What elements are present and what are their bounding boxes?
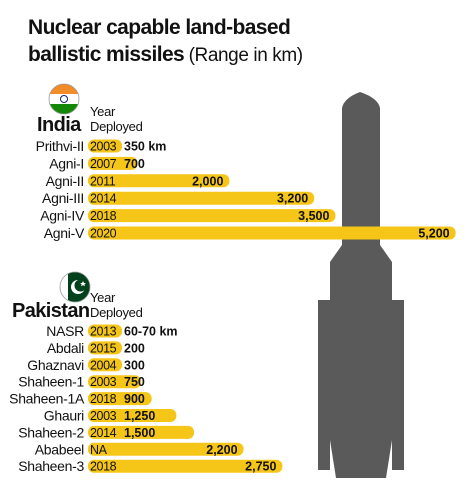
pakistan-value-label-5: 1,250 bbox=[124, 409, 155, 423]
india-missile-label-5: Agni-V bbox=[44, 225, 85, 241]
pakistan-value-label-1: 200 bbox=[124, 341, 145, 355]
india-missile-label-1: Agni-I bbox=[49, 155, 84, 171]
title-units: (Range in km) bbox=[188, 45, 304, 66]
india-year-header-1: Year bbox=[90, 104, 116, 119]
india-year-label-2: 2011 bbox=[90, 174, 116, 188]
pakistan-year-label-6: 2014 bbox=[90, 426, 117, 440]
india-value-label-4: 3,500 bbox=[298, 209, 329, 223]
pakistan-missile-label-1: Abdali bbox=[47, 340, 84, 356]
missile-silhouette-icon bbox=[318, 92, 404, 478]
india-missile-label-4: Agni-IV bbox=[40, 208, 85, 224]
india-missile-label-0: Prithvi-II bbox=[36, 138, 84, 154]
pakistan-bar-5 bbox=[88, 409, 177, 422]
pakistan-year-label-2: 2004 bbox=[90, 358, 117, 372]
pakistan-value-label-4: 900 bbox=[124, 392, 145, 406]
pakistan-year-label-7: NA bbox=[90, 443, 108, 457]
chart-title: Nuclear capable land-based ballistic mis… bbox=[28, 14, 303, 68]
india-bar-1 bbox=[88, 156, 138, 170]
india-flag-icon bbox=[48, 83, 80, 115]
india-year-label-3: 2014 bbox=[90, 192, 117, 206]
india-missile-label-3: Agni-III bbox=[42, 190, 84, 206]
pakistan-value-label-8: 2,750 bbox=[245, 460, 276, 474]
india-bar-0 bbox=[88, 139, 122, 153]
pakistan-year-header-2: Deployed bbox=[90, 305, 143, 320]
india-bar-5 bbox=[88, 226, 456, 240]
pakistan-value-label-6: 1,500 bbox=[124, 426, 155, 440]
india-value-label-3: 3,200 bbox=[277, 192, 308, 206]
india-year-label-4: 2018 bbox=[90, 209, 117, 223]
pakistan-bar-6 bbox=[88, 425, 195, 439]
india-value-label-5: 5,200 bbox=[418, 227, 449, 241]
pakistan-missile-label-3: Shaheen-1 bbox=[18, 374, 84, 390]
india-year-label-0: 2003 bbox=[90, 140, 117, 154]
pakistan-missile-label-5: Ghauri bbox=[44, 408, 84, 424]
title-line-2: ballistic missiles bbox=[28, 43, 185, 66]
pakistan-year-label-5: 2003 bbox=[90, 409, 117, 423]
pakistan-value-label-2: 300 bbox=[124, 358, 145, 372]
india-value-label-1: 700 bbox=[124, 157, 145, 171]
pakistan-bar-1 bbox=[88, 341, 122, 355]
india-value-label-0: 350 km bbox=[124, 140, 166, 154]
india-missile-label-2: Agni-II bbox=[46, 173, 84, 189]
country-label-pakistan: Pakistan bbox=[12, 300, 89, 322]
pakistan-flag-icon bbox=[59, 271, 91, 303]
india-bar-4 bbox=[88, 209, 336, 223]
pakistan-bar-0 bbox=[88, 324, 122, 338]
india-bar-group: Prithvi-II 2003 350 km Agni-I 2007 700 Agni-II… bbox=[36, 138, 456, 241]
india-year-label-1: 2007 bbox=[90, 157, 117, 171]
pakistan-value-label-7: 2,200 bbox=[206, 443, 237, 457]
pakistan-year-header-1: Year bbox=[90, 290, 116, 305]
india-value-label-2: 2,000 bbox=[192, 174, 223, 188]
pakistan-bar-2 bbox=[88, 358, 122, 372]
india-year-label-5: 2020 bbox=[90, 227, 117, 241]
pakistan-missile-label-2: Ghaznavi bbox=[27, 357, 84, 373]
pakistan-bar-7 bbox=[88, 442, 244, 456]
pakistan-year-label-0: 2013 bbox=[90, 325, 117, 339]
pakistan-bar-4 bbox=[88, 392, 152, 406]
pakistan-bar-group: NASR 2013 60-70 km Abdali 2015 200 Ghaznavi 200… bbox=[9, 323, 283, 474]
pakistan-year-label-1: 2015 bbox=[90, 341, 117, 355]
title-line-1: Nuclear capable land-based bbox=[28, 16, 291, 39]
india-bar-2 bbox=[88, 174, 230, 188]
pakistan-year-label-3: 2003 bbox=[90, 375, 117, 389]
india-year-header-2: Deployed bbox=[90, 119, 143, 134]
pakistan-missile-label-4: Shaheen-1A bbox=[9, 391, 85, 407]
pakistan-missile-label-0: NASR bbox=[46, 323, 84, 339]
pakistan-value-label-0: 60-70 km bbox=[124, 325, 178, 339]
pakistan-missile-label-8: Shaheen-3 bbox=[18, 458, 84, 474]
pakistan-missile-label-6: Shaheen-2 bbox=[18, 424, 84, 440]
pakistan-bar-3 bbox=[88, 375, 142, 389]
pakistan-bar-8 bbox=[88, 459, 283, 473]
pakistan-year-label-4: 2018 bbox=[90, 392, 117, 406]
pakistan-missile-label-7: Ababeel bbox=[35, 441, 84, 457]
country-label-india: India bbox=[37, 114, 82, 136]
pakistan-value-label-3: 750 bbox=[124, 375, 145, 389]
india-bar-3 bbox=[88, 191, 315, 205]
pakistan-year-label-8: 2018 bbox=[90, 460, 117, 474]
